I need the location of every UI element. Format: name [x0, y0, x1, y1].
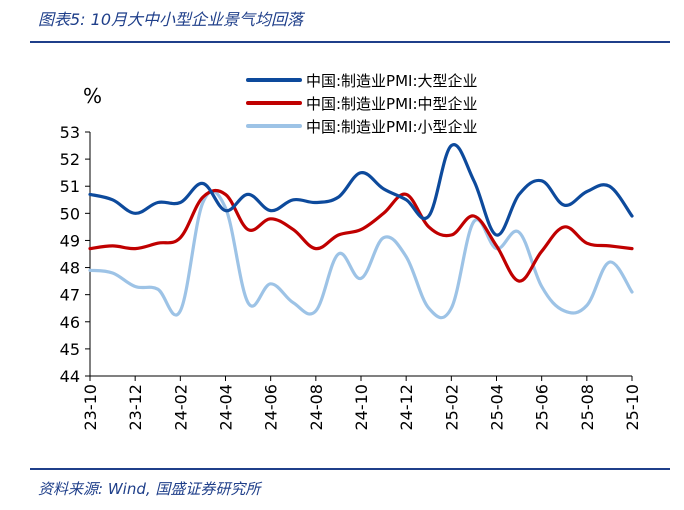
series-lines	[88, 143, 634, 320]
x-tick-label: 23-12	[126, 384, 145, 431]
x-tick-label: 25-02	[442, 384, 461, 431]
x-tick-label: 25-08	[578, 384, 597, 431]
y-tick-label: 53	[60, 123, 80, 142]
series-line-small	[88, 189, 634, 320]
x-tick-label: 24-04	[217, 384, 236, 431]
legend: 中国:制造业PMI:大型企业中国:制造业PMI:中型企业中国:制造业PMI:小型…	[246, 72, 478, 136]
y-tick-label: 49	[60, 231, 80, 250]
y-ticks: 44 45 46 47 48 49 50 51 52 53	[60, 123, 90, 386]
x-tick-label: 24-02	[171, 384, 190, 431]
title-rule	[30, 41, 670, 43]
series-line-large	[88, 143, 634, 237]
legend-item-large-label: 中国:制造业PMI:大型企业	[306, 72, 478, 90]
x-tick-label: 23-10	[81, 384, 100, 431]
x-tick-label: 24-10	[352, 384, 371, 431]
legend-item-small-label: 中国:制造业PMI:小型企业	[306, 118, 478, 136]
footer-rule	[30, 468, 670, 470]
y-tick-label: 47	[60, 286, 80, 305]
y-axis-unit: %	[83, 84, 102, 108]
x-tick-label: 25-10	[623, 384, 642, 431]
y-tick-label: 52	[60, 150, 80, 169]
x-tick-label: 24-12	[397, 384, 416, 431]
x-tick-label: 25-06	[533, 384, 552, 431]
y-tick-label: 44	[60, 367, 80, 386]
y-tick-label: 45	[60, 340, 80, 359]
y-tick-label: 50	[60, 204, 80, 223]
legend-item-medium-label: 中国:制造业PMI:中型企业	[306, 95, 478, 113]
x-tick-label: 25-04	[488, 384, 507, 431]
y-tick-label: 46	[60, 313, 80, 332]
source-note: 资料来源: Wind, 国盛证券研究所	[38, 480, 261, 498]
x-tick-label: 24-06	[262, 384, 281, 431]
x-ticks: 23-10 23-12 24-02 24-04 24-06 24-08 24-10 24-12…	[81, 376, 642, 431]
series-line-medium	[88, 189, 634, 283]
y-tick-label: 51	[60, 177, 80, 196]
y-tick-label: 48	[60, 259, 80, 278]
figure-title: 图表5: 10月大中小型企业景气均回落	[38, 10, 304, 29]
x-tick-label: 24-08	[307, 384, 326, 431]
